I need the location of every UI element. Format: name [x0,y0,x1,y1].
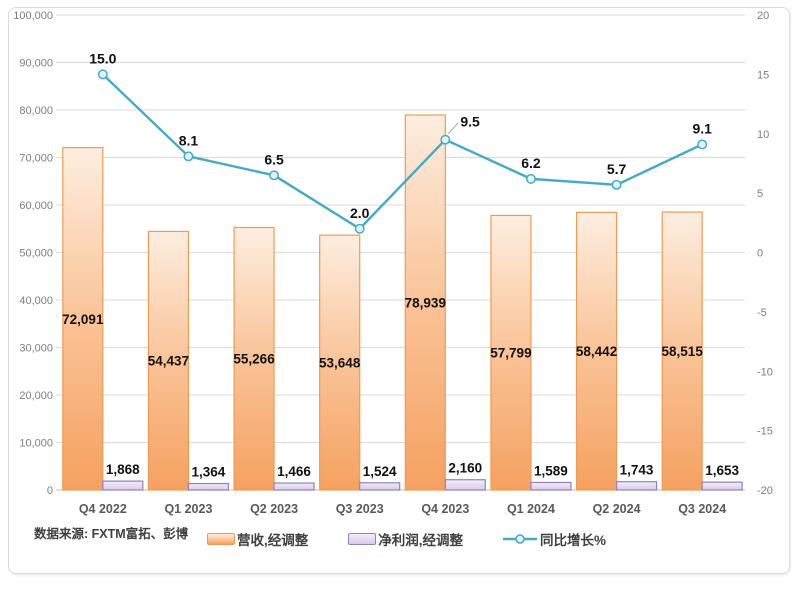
profit-value-label: 1,364 [192,465,226,480]
chart-frame [8,7,790,574]
revenue-value-label: 72,091 [62,312,104,327]
revenue-bar [490,214,532,491]
growth-point [354,223,365,234]
x-axis-label: Q2 2023 [250,502,298,516]
right-axis-tick-label: -20 [757,485,773,497]
right-axis-tick-label: -5 [757,307,767,319]
right-axis-tick-label: -10 [757,366,773,378]
right-axis-tick-label: 5 [757,188,763,200]
revenue-bar [575,211,618,491]
x-axis-label: Q4 2023 [421,502,469,516]
legend-item-growth: 同比增长% [503,529,606,549]
growth-point [440,134,451,145]
callout-leader-line [447,122,459,135]
left-axis-tick-label: 90,000 [19,58,53,70]
revenue-bar [147,230,190,491]
legend-growth-label: 同比增长% [540,533,607,548]
revenue-value-label: 58,515 [662,344,704,359]
left-axis-tick-label: 50,000 [19,248,53,260]
growth-value-label: 5.7 [607,161,627,177]
right-axis-tick-label: 15 [757,69,769,81]
revenue-bar [319,234,361,491]
revenue-bar [233,226,275,491]
growth-value-label: 2.0 [350,205,370,221]
profit-bar [102,480,144,491]
right-axis-tick-label: -15 [757,426,773,438]
profit-bar [359,482,401,491]
growth-line-swatch-icon [503,533,538,545]
growth-point [269,170,280,181]
growth-value-label: 8.1 [179,132,199,148]
growth-point [697,139,708,150]
profit-value-label: 1,743 [620,463,654,478]
growth-point [525,173,536,184]
profit-bar [701,481,743,491]
profit-value-label: 1,466 [277,464,311,479]
growth-point [183,151,194,162]
profit-bar [273,482,315,491]
revenue-swatch-icon [207,533,235,545]
left-axis-tick-label: 10,000 [19,438,53,450]
right-axis-tick-label: 20 [757,10,769,22]
legend-line-marker [515,534,525,544]
growth-point [611,179,622,190]
profit-value-label: 1,524 [363,464,397,479]
growth-line [101,73,703,230]
profit-bar [615,481,658,491]
revenue-value-label: 54,437 [148,354,189,369]
revenue-value-label: 55,266 [233,352,275,367]
left-axis-tick-label: 20,000 [19,390,53,402]
x-axis-label: Q1 2024 [507,502,555,516]
growth-value-label: 6.2 [521,155,541,171]
revenue-bar [62,146,104,491]
source-note: 数据来源: FXTM富拓、彭博 [34,527,189,541]
left-axis-tick-label: 30,000 [19,343,53,355]
growth-value-label: 15.0 [89,50,116,66]
legend-profit-label: 净利润,经调整 [378,533,464,548]
profit-swatch-icon [348,533,377,545]
right-axis-tick-label: 0 [757,248,763,260]
profit-bar [530,481,572,491]
legend-item-revenue: 营收,经调整 [207,529,308,549]
x-axis-label: Q3 2024 [678,502,726,516]
left-axis-tick-label: 60,000 [19,200,53,212]
revenue-value-label: 78,939 [405,296,446,311]
growth-value-label: 6.5 [264,151,284,167]
legend-revenue-label: 营收,经调整 [237,533,309,548]
growth-value-label: 9.5 [460,114,480,130]
profit-bar [444,479,486,491]
revenue-value-label: 58,442 [576,344,617,359]
x-axis-label: Q1 2023 [164,502,212,516]
profit-value-label: 1,653 [705,463,739,478]
left-axis-tick-label: 100,000 [13,10,53,22]
left-axis-tick-label: 40,000 [19,295,53,307]
profit-value-label: 1,868 [106,462,140,477]
profit-value-label: 1,589 [534,463,568,478]
revenue-value-label: 53,648 [319,356,361,371]
profit-value-label: 2,160 [448,461,482,476]
x-axis-label: Q2 2024 [593,502,641,516]
revenue-bar [661,211,703,491]
right-axis-tick-label: 10 [757,129,769,141]
revenue-value-label: 57,799 [490,346,531,361]
chart-legend: 营收,经调整 净利润,经调整 同比增长% [207,529,606,549]
left-axis-tick-label: 70,000 [19,153,53,165]
profit-bar [187,482,230,491]
legend-item-profit: 净利润,经调整 [348,529,463,549]
growth-point [97,69,108,80]
growth-value-label: 9.1 [692,120,712,136]
revenue-bar [404,114,446,491]
x-axis-label: Q3 2023 [336,502,384,516]
x-axis-label: Q4 2022 [79,502,127,516]
left-axis-tick-label: 0 [47,485,53,497]
left-axis-tick-label: 80,000 [19,105,53,117]
